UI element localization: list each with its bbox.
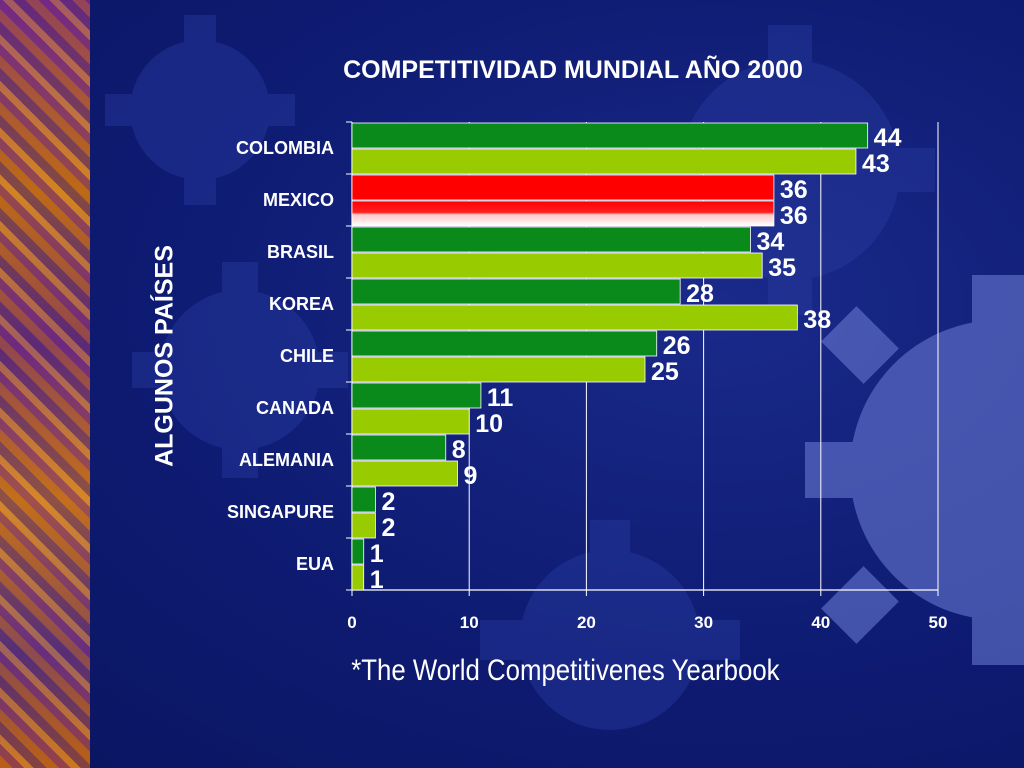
- gear-icon: [480, 520, 740, 730]
- bar-mexico-series-2: [351, 200, 775, 227]
- data-label: 36: [780, 202, 808, 230]
- bar-korea-series-1: [351, 278, 681, 305]
- bar-colombia-series-2: [351, 148, 857, 175]
- bar-chile-series-1: [351, 330, 658, 357]
- bar-singapure-series-2: [351, 512, 376, 539]
- data-label: 2: [381, 488, 395, 516]
- category-label: EUA: [296, 554, 334, 574]
- data-label: 1: [370, 566, 384, 594]
- data-label: 43: [862, 150, 890, 178]
- x-tick-label: 10: [460, 613, 479, 632]
- bar-eua-series-2: [351, 564, 365, 591]
- data-label: 34: [756, 228, 784, 256]
- gear-icon: [105, 15, 295, 205]
- decorative-side-strip: [0, 0, 90, 768]
- gear-icon: [132, 262, 348, 478]
- data-label: 35: [768, 254, 796, 282]
- bar-alemania-series-1: [351, 434, 447, 461]
- data-label: 1: [370, 540, 384, 568]
- category-label: SINGAPURE: [227, 502, 334, 522]
- bar-mexico-series-1: [351, 174, 775, 201]
- data-label: 25: [651, 358, 679, 386]
- category-label: BRASIL: [267, 242, 334, 262]
- data-label: 38: [803, 306, 831, 334]
- bar-canada-series-1: [351, 382, 482, 409]
- bar-singapure-series-1: [351, 486, 376, 513]
- source-note: *The World Competitivenes Yearbook: [351, 654, 780, 687]
- data-label: 11: [487, 384, 514, 412]
- x-tick-label: 40: [811, 613, 830, 632]
- bar-brasil-series-1: [351, 226, 751, 253]
- data-label: 28: [686, 280, 714, 308]
- bar-chile-series-2: [351, 356, 646, 383]
- category-label: ALEMANIA: [239, 450, 334, 470]
- x-tick-label: 50: [929, 613, 948, 632]
- x-tick-label: 20: [577, 613, 596, 632]
- category-label: CHILE: [280, 346, 334, 366]
- bar-eua-series-1: [351, 538, 365, 565]
- data-label: 2: [381, 514, 395, 542]
- category-label: KOREA: [269, 294, 334, 314]
- data-label: 8: [452, 436, 466, 464]
- bar-brasil-series-2: [351, 252, 763, 279]
- bar-korea-series-2: [351, 304, 798, 331]
- data-label: 44: [874, 124, 902, 152]
- bar-canada-series-2: [351, 408, 470, 435]
- data-label: 9: [463, 462, 477, 490]
- x-tick-label: 30: [694, 613, 713, 632]
- category-label: CANADA: [256, 398, 334, 418]
- data-label: 26: [663, 332, 691, 360]
- x-tick-label: 0: [347, 613, 356, 632]
- bar-colombia-series-1: [351, 122, 869, 149]
- bar-alemania-series-2: [351, 460, 458, 487]
- data-label: 36: [780, 176, 808, 204]
- gear-icon: [805, 275, 1024, 665]
- chart-title: COMPETITIVIDAD MUNDIAL AÑO 2000: [343, 56, 803, 84]
- category-label: COLOMBIA: [236, 138, 334, 158]
- category-label: MEXICO: [263, 190, 334, 210]
- data-label: 10: [475, 410, 503, 438]
